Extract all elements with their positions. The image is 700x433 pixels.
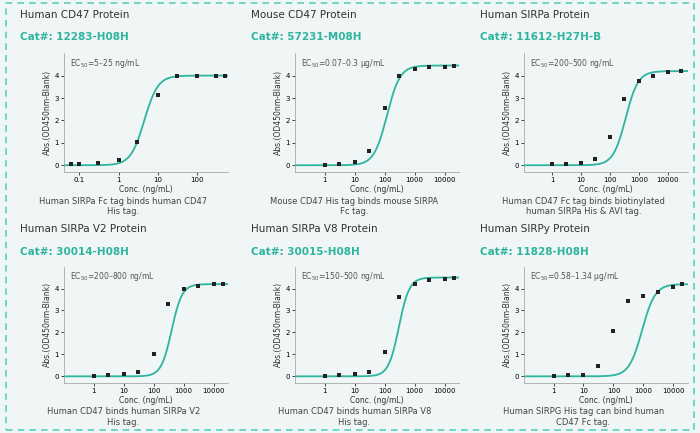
Text: Cat#: 57231-M08H: Cat#: 57231-M08H <box>251 32 361 42</box>
Point <box>162 301 174 307</box>
Text: EC$_{50}$=5–25 ng/mL: EC$_{50}$=5–25 ng/mL <box>70 57 141 70</box>
Point <box>74 160 85 167</box>
Point <box>393 72 405 79</box>
Text: EC$_{50}$=0.07–0.3 μg/mL: EC$_{50}$=0.07–0.3 μg/mL <box>301 57 386 70</box>
Point <box>618 96 629 103</box>
Point <box>118 371 130 378</box>
Point <box>424 276 435 283</box>
X-axis label: Conc. (ng/mL): Conc. (ng/mL) <box>579 185 633 194</box>
Point <box>363 147 374 154</box>
Text: EC$_{50}$=0.58–1.34 μg/mL: EC$_{50}$=0.58–1.34 μg/mL <box>530 270 620 283</box>
Point <box>148 351 159 358</box>
Y-axis label: Abs.(OD450nm-Blank): Abs.(OD450nm-Blank) <box>43 70 52 155</box>
Point <box>439 63 450 70</box>
Point <box>561 161 572 168</box>
Point <box>349 371 360 378</box>
Point <box>92 160 104 167</box>
Text: Human SIRPa V2 Protein: Human SIRPa V2 Protein <box>20 224 146 234</box>
Point <box>448 62 459 69</box>
Point <box>319 161 330 168</box>
Text: Human CD47 binds human SIRPa V2
His tag.: Human CD47 binds human SIRPa V2 His tag. <box>47 407 200 427</box>
X-axis label: Conc. (ng/mL): Conc. (ng/mL) <box>579 396 633 405</box>
Point <box>333 372 344 379</box>
Point <box>424 63 435 70</box>
Point <box>219 72 230 79</box>
Point <box>409 281 420 288</box>
Point <box>622 297 634 304</box>
Point <box>589 155 601 162</box>
Text: Mouse CD47 Protein: Mouse CD47 Protein <box>251 10 356 20</box>
Text: Cat#: 11828-H08H: Cat#: 11828-H08H <box>480 247 588 257</box>
Point <box>363 368 374 375</box>
Point <box>65 161 76 168</box>
X-axis label: Conc. (ng/mL): Conc. (ng/mL) <box>350 396 404 405</box>
Point <box>113 157 124 164</box>
Point <box>634 78 645 85</box>
Text: Human SIRPy Protein: Human SIRPy Protein <box>480 224 589 234</box>
Point <box>88 373 99 380</box>
Point <box>409 65 420 72</box>
Point <box>638 293 649 300</box>
Text: EC$_{50}$=200–500 ng/mL: EC$_{50}$=200–500 ng/mL <box>530 57 615 70</box>
Point <box>208 281 219 288</box>
Text: Human SIRPa Protein: Human SIRPa Protein <box>480 10 589 20</box>
X-axis label: Conc. (ng/mL): Conc. (ng/mL) <box>119 396 173 405</box>
Point <box>153 91 164 98</box>
Point <box>192 72 203 79</box>
Point <box>548 372 559 379</box>
Point <box>319 372 330 379</box>
Point <box>662 69 673 76</box>
Point <box>217 281 228 288</box>
Text: Human SIRPG His tag can bind human
CD47 Fc tag.: Human SIRPG His tag can bind human CD47 … <box>503 407 664 427</box>
Text: Cat#: 30015-H08H: Cat#: 30015-H08H <box>251 247 359 257</box>
Point <box>211 72 222 79</box>
Text: EC$_{50}$=200–800 ng/mL: EC$_{50}$=200–800 ng/mL <box>70 270 155 283</box>
Text: Cat#: 11612-H27H-B: Cat#: 11612-H27H-B <box>480 32 601 42</box>
Point <box>676 68 687 74</box>
Point <box>132 368 144 375</box>
Point <box>592 363 603 370</box>
Y-axis label: Abs.(OD450nm-Blank): Abs.(OD450nm-Blank) <box>503 70 512 155</box>
Y-axis label: Abs.(OD450nm-Blank): Abs.(OD450nm-Blank) <box>43 282 52 367</box>
Text: Human SIRPa Fc tag binds human CD47
His tag.: Human SIRPa Fc tag binds human CD47 His … <box>39 197 208 216</box>
Point <box>547 161 558 168</box>
Point <box>647 72 658 79</box>
Point <box>193 283 204 290</box>
Point <box>578 371 589 378</box>
Point <box>349 158 360 165</box>
Point <box>178 285 189 292</box>
Point <box>604 134 615 141</box>
Text: Human CD47 binds human SIRPa V8
His tag.: Human CD47 binds human SIRPa V8 His tag. <box>278 407 431 427</box>
Point <box>379 105 390 112</box>
Text: Human SIRPa V8 Protein: Human SIRPa V8 Protein <box>251 224 377 234</box>
Point <box>575 160 587 167</box>
Point <box>171 72 182 79</box>
Point <box>562 372 573 379</box>
Y-axis label: Abs.(OD450nm-Blank): Abs.(OD450nm-Blank) <box>274 282 284 367</box>
Point <box>102 372 113 379</box>
Point <box>652 288 664 295</box>
Text: Human CD47 Protein: Human CD47 Protein <box>20 10 129 20</box>
Point <box>379 349 390 355</box>
Text: Cat#: 12283-H08H: Cat#: 12283-H08H <box>20 32 128 42</box>
Y-axis label: Abs.(OD450nm-Blank): Abs.(OD450nm-Blank) <box>503 282 512 367</box>
X-axis label: Conc. (ng/mL): Conc. (ng/mL) <box>119 185 173 194</box>
Point <box>668 284 679 291</box>
Point <box>439 275 450 282</box>
Point <box>608 328 619 335</box>
Point <box>333 160 344 167</box>
Text: EC$_{50}$=150–500 ng/mL: EC$_{50}$=150–500 ng/mL <box>301 270 386 283</box>
Point <box>677 281 688 288</box>
Text: Mouse CD47 His tag binds mouse SIRPA
Fc tag.: Mouse CD47 His tag binds mouse SIRPA Fc … <box>270 197 439 216</box>
X-axis label: Conc. (ng/mL): Conc. (ng/mL) <box>350 185 404 194</box>
Text: Cat#: 30014-H08H: Cat#: 30014-H08H <box>20 247 129 257</box>
Text: Human CD47 Fc tag binds biotinylated
human SIRPa His & AVI tag.: Human CD47 Fc tag binds biotinylated hum… <box>502 197 665 216</box>
Point <box>393 294 405 301</box>
Point <box>132 139 143 146</box>
Point <box>448 274 459 281</box>
Y-axis label: Abs.(OD450nm-Blank): Abs.(OD450nm-Blank) <box>274 70 284 155</box>
